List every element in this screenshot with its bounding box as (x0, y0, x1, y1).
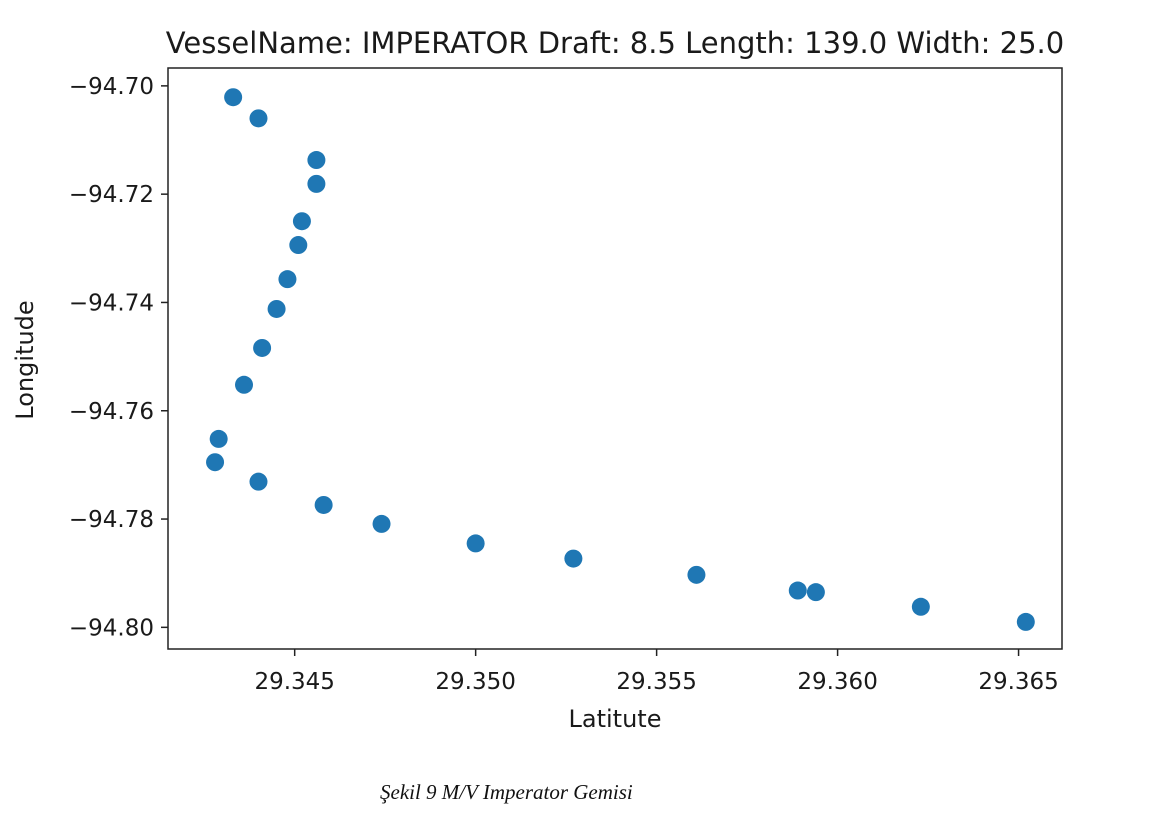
data-point (206, 453, 225, 472)
chart-title: VesselName: IMPERATOR Draft: 8.5 Length:… (166, 26, 1064, 60)
y-axis-label: Longitude (11, 300, 39, 419)
data-point (224, 88, 243, 107)
data-point (564, 549, 583, 568)
data-point (307, 151, 326, 170)
data-point (253, 338, 272, 357)
data-point (806, 583, 825, 602)
x-tick-label: 29.365 (978, 669, 1058, 695)
y-axis: −94.70 −94.72 −94.74 −94.76 −94.78 −94.80 (69, 74, 168, 641)
y-tick-label: −94.80 (69, 615, 154, 641)
x-axis: 29.345 29.350 29.355 29.360 29.365 (254, 649, 1059, 695)
y-tick-label: −94.72 (69, 182, 154, 208)
scatter-points (206, 88, 1035, 631)
x-tick-label: 29.345 (254, 669, 334, 695)
data-point (372, 514, 391, 533)
x-tick-label: 29.360 (797, 669, 877, 695)
y-tick-label: −94.78 (69, 507, 154, 533)
data-point (1016, 612, 1035, 631)
data-point (209, 429, 228, 448)
data-point (788, 581, 807, 600)
data-point (249, 472, 268, 491)
data-point (235, 375, 254, 394)
x-axis-label: Latitute (569, 705, 662, 733)
data-point (466, 534, 485, 553)
x-tick-label: 29.350 (435, 669, 515, 695)
data-point (687, 565, 706, 584)
plot-frame (167, 67, 1063, 650)
data-point (292, 212, 311, 231)
y-tick-label: −94.70 (69, 74, 154, 100)
data-point (267, 299, 286, 318)
data-point (307, 174, 326, 193)
scatter-chart: VesselName: IMPERATOR Draft: 8.5 Length:… (11, 26, 1064, 733)
y-tick-label: −94.74 (69, 290, 154, 316)
y-tick-label: −94.76 (69, 399, 154, 425)
data-point (289, 236, 308, 255)
data-point (249, 109, 268, 128)
data-point (911, 597, 930, 616)
figure-caption: Şekil 9 M/V Imperator Gemisi (380, 780, 633, 804)
x-tick-label: 29.355 (616, 669, 696, 695)
data-point (278, 270, 297, 289)
data-point (314, 495, 333, 514)
